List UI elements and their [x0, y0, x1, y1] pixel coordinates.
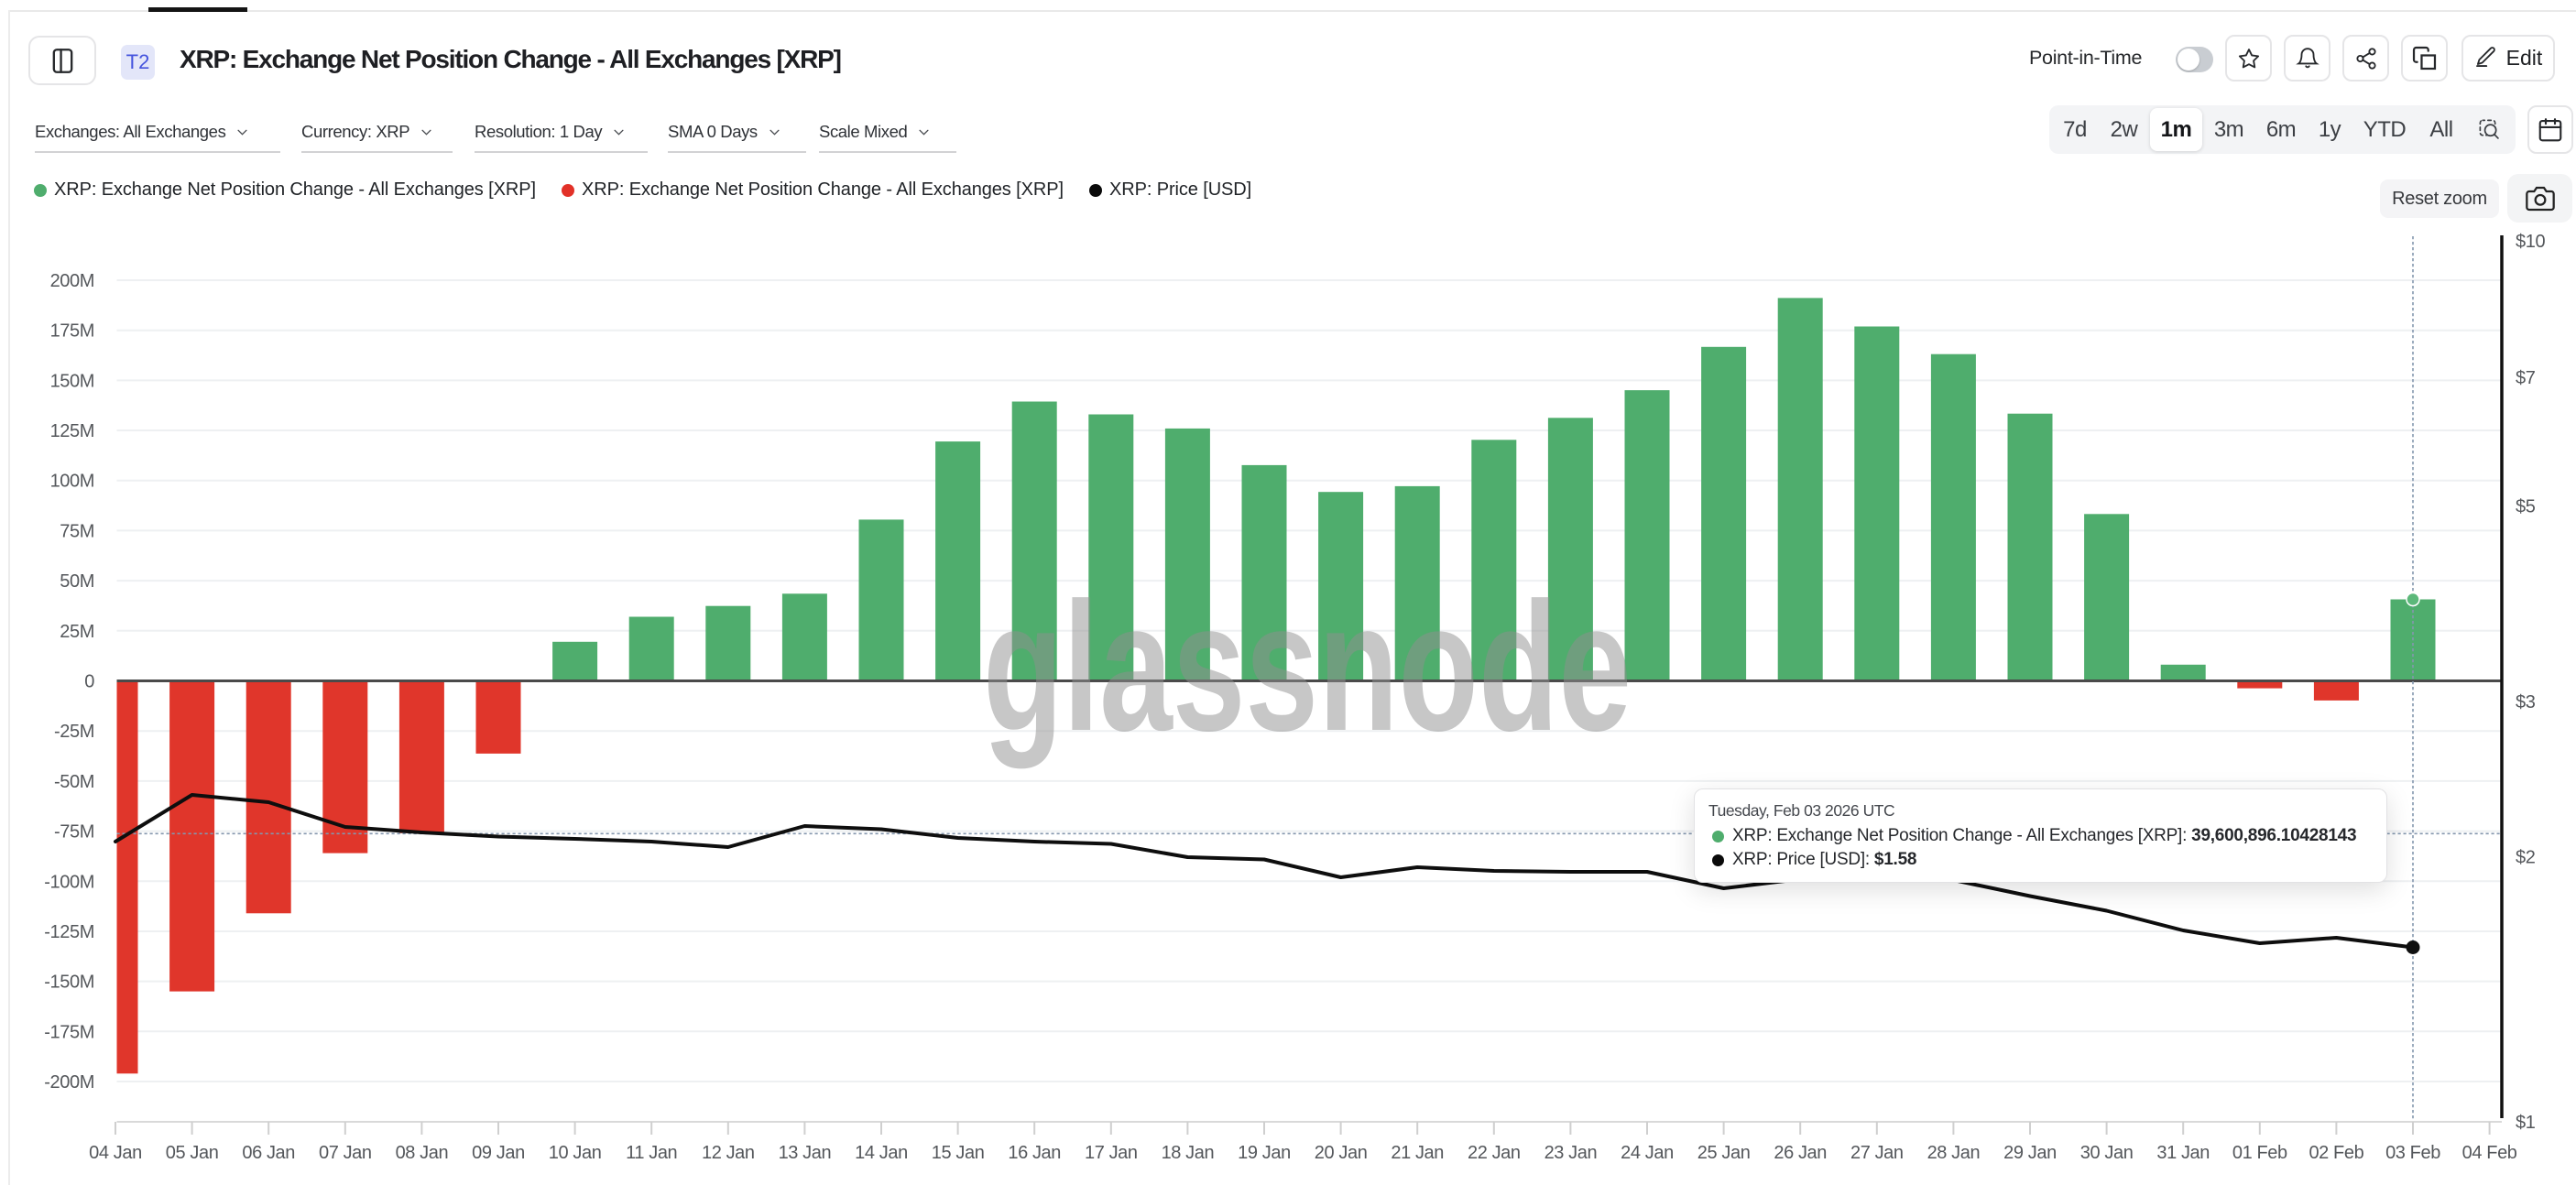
- svg-text:01 Feb: 01 Feb: [2232, 1143, 2287, 1163]
- svg-text:20 Jan: 20 Jan: [1315, 1143, 1368, 1163]
- svg-text:75M: 75M: [60, 521, 94, 541]
- svg-text:-75M: -75M: [54, 822, 94, 843]
- svg-text:-125M: -125M: [44, 922, 94, 942]
- svg-text:$7: $7: [2516, 368, 2536, 388]
- svg-text:$10: $10: [2516, 232, 2545, 252]
- svg-text:-50M: -50M: [54, 772, 94, 792]
- svg-text:22 Jan: 22 Jan: [1468, 1143, 1521, 1163]
- svg-text:150M: 150M: [50, 371, 94, 391]
- svg-text:21 Jan: 21 Jan: [1391, 1143, 1444, 1163]
- svg-text:25 Jan: 25 Jan: [1697, 1143, 1751, 1163]
- svg-text:-150M: -150M: [44, 973, 94, 993]
- svg-text:19 Jan: 19 Jan: [1238, 1143, 1291, 1163]
- svg-text:09 Jan: 09 Jan: [472, 1143, 525, 1163]
- svg-text:15 Jan: 15 Jan: [932, 1143, 985, 1163]
- svg-text:10 Jan: 10 Jan: [549, 1143, 602, 1163]
- svg-text:125M: 125M: [50, 421, 94, 441]
- svg-text:06 Jan: 06 Jan: [242, 1143, 295, 1163]
- svg-text:04 Jan: 04 Jan: [89, 1143, 142, 1163]
- svg-text:$5: $5: [2516, 497, 2536, 517]
- svg-text:-25M: -25M: [54, 722, 94, 742]
- svg-text:$3: $3: [2516, 692, 2536, 712]
- svg-text:07 Jan: 07 Jan: [319, 1143, 372, 1163]
- svg-text:18 Jan: 18 Jan: [1162, 1143, 1215, 1163]
- svg-text:0: 0: [84, 672, 94, 692]
- svg-text:14 Jan: 14 Jan: [855, 1143, 908, 1163]
- svg-text:03 Feb: 03 Feb: [2385, 1143, 2440, 1163]
- svg-text:23 Jan: 23 Jan: [1545, 1143, 1598, 1163]
- svg-text:05 Jan: 05 Jan: [166, 1143, 219, 1163]
- svg-text:200M: 200M: [50, 271, 94, 291]
- svg-text:30 Jan: 30 Jan: [2080, 1143, 2134, 1163]
- svg-text:-200M: -200M: [44, 1072, 94, 1093]
- svg-text:-100M: -100M: [44, 872, 94, 892]
- svg-text:02 Feb: 02 Feb: [2309, 1143, 2363, 1163]
- svg-text:28 Jan: 28 Jan: [1927, 1143, 1981, 1163]
- svg-text:12 Jan: 12 Jan: [702, 1143, 755, 1163]
- svg-text:-175M: -175M: [44, 1022, 94, 1042]
- svg-text:08 Jan: 08 Jan: [396, 1143, 449, 1163]
- svg-text:26 Jan: 26 Jan: [1774, 1143, 1827, 1163]
- svg-text:16 Jan: 16 Jan: [1008, 1143, 1061, 1163]
- svg-text:17 Jan: 17 Jan: [1085, 1143, 1138, 1163]
- svg-text:25M: 25M: [60, 622, 94, 642]
- svg-text:29 Jan: 29 Jan: [2003, 1143, 2057, 1163]
- svg-text:glassnode: glassnode: [983, 565, 1632, 769]
- svg-text:11 Jan: 11 Jan: [626, 1143, 677, 1163]
- svg-text:$1: $1: [2516, 1113, 2536, 1133]
- svg-text:13 Jan: 13 Jan: [779, 1143, 832, 1163]
- svg-text:27 Jan: 27 Jan: [1850, 1143, 1904, 1163]
- svg-text:31 Jan: 31 Jan: [2156, 1143, 2210, 1163]
- svg-text:100M: 100M: [50, 472, 94, 492]
- svg-text:$2: $2: [2516, 847, 2536, 867]
- svg-text:175M: 175M: [50, 321, 94, 342]
- svg-text:24 Jan: 24 Jan: [1621, 1143, 1674, 1163]
- svg-text:50M: 50M: [60, 571, 94, 592]
- svg-text:04 Feb: 04 Feb: [2462, 1143, 2517, 1163]
